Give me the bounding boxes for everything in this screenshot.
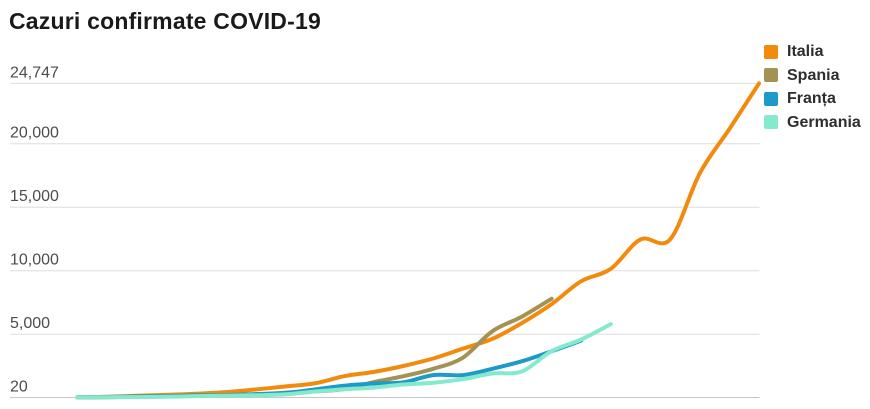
y-axis-tick-labels: 24,747 20,000 15,000 10,000 5,000 20 [10, 64, 59, 395]
legend-label-italia: Italia [787, 43, 824, 60]
series-line-germania [75, 322, 613, 400]
legend-item-italia: Italia [764, 43, 861, 60]
y-tick-label-20: 20 [10, 379, 28, 396]
y-tick-label-5000: 5,000 [10, 315, 50, 332]
legend-swatch-spania [764, 68, 778, 82]
legend-item-germania: Germania [764, 114, 861, 131]
series-line-italia [75, 81, 761, 400]
series-lines [75, 81, 761, 400]
chart-legend: Italia Spania Franța Germania [764, 43, 861, 137]
legend-label-germania: Germania [787, 113, 861, 131]
legend-item-franta: Franța [764, 90, 861, 107]
legend-label-franta: Franța [787, 90, 836, 107]
legend-swatch-italia [764, 44, 778, 59]
chart-title: Cazuri confirmate COVID-19 [9, 8, 321, 34]
legend-swatch-franta [764, 91, 778, 106]
legend-swatch-germania [764, 115, 778, 129]
y-tick-label-10000: 10,000 [10, 252, 59, 269]
legend-label-spania: Spania [787, 66, 840, 84]
y-tick-label-24747: 24,747 [10, 64, 59, 81]
y-tick-label-15000: 15,000 [10, 188, 59, 205]
legend-item-spania: Spania [764, 67, 861, 84]
y-tick-label-20000: 20,000 [10, 125, 59, 142]
